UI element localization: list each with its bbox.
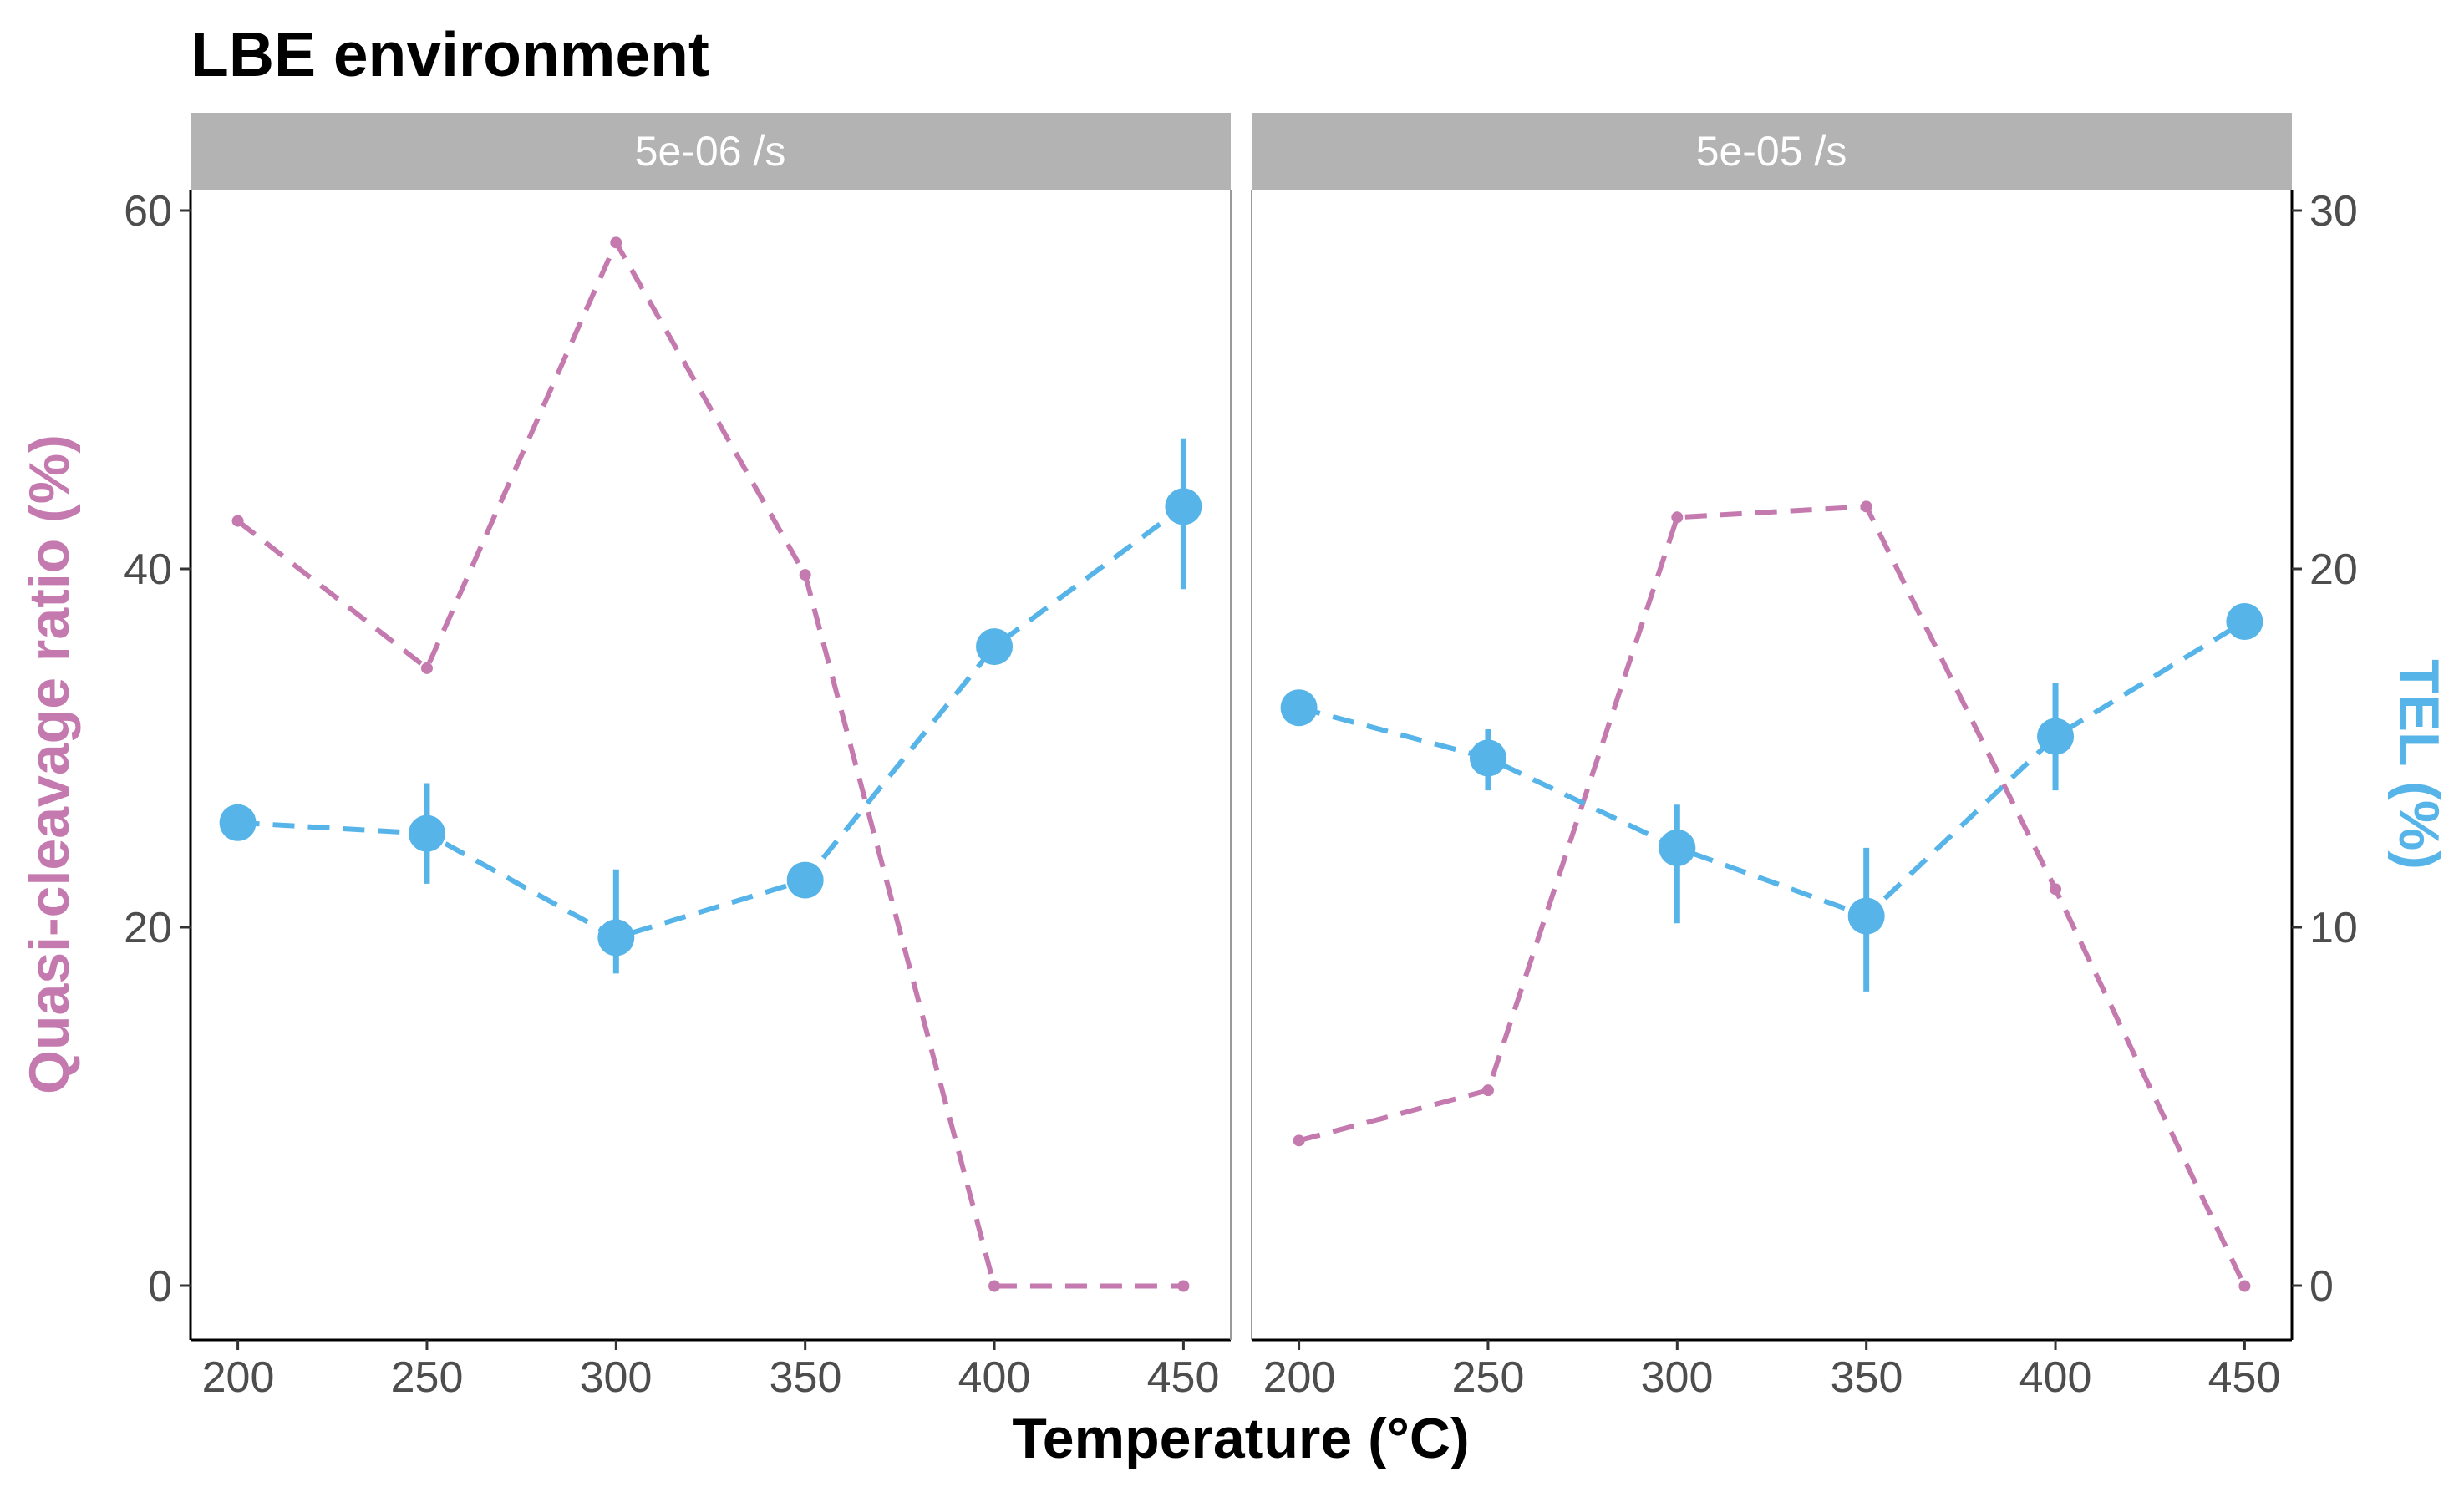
tel-point <box>1659 829 1696 866</box>
panel-2: 5e-05 /s <box>1251 113 2294 1350</box>
tel-point <box>408 814 445 852</box>
quasi-cleavage-point <box>1293 1134 1305 1147</box>
quasi-cleavage-point <box>1481 1084 1494 1097</box>
right-y-tick-label: 10 <box>2309 904 2358 952</box>
chart-title: LBE environment <box>191 19 709 89</box>
p2-x-tick-label: 400 <box>2019 1353 2092 1402</box>
panel-2-strip-label: 5e-05 /s <box>1696 128 1847 175</box>
tel-point <box>219 804 257 841</box>
x-axis-title: Temperature (°C) <box>1012 1407 1469 1470</box>
panel-1-strip-label: 5e-06 /s <box>635 128 786 175</box>
quasi-cleavage-line <box>236 236 1184 1289</box>
right-y-tick-label: 0 <box>2309 1262 2334 1311</box>
p2-x-tick-label: 300 <box>1641 1353 1714 1402</box>
panel-1: 5e-06 /s <box>189 113 1232 1350</box>
p2-x-tick-label: 350 <box>1831 1353 1903 1402</box>
right-y-tick-label: 20 <box>2309 546 2358 594</box>
quasi-cleavage-point <box>1860 500 1872 513</box>
p1-x-tick-label: 250 <box>391 1353 464 1402</box>
tel-point <box>2226 603 2263 640</box>
tel-point <box>597 919 635 957</box>
quasi-cleavage-point <box>2050 883 2062 896</box>
tel-point <box>786 861 824 899</box>
panel-1-strip <box>191 113 1231 190</box>
quasi-cleavage-point <box>610 236 622 249</box>
right-y-axis-title: TEL (%) <box>2387 659 2451 870</box>
tel-point <box>976 628 1014 666</box>
tel-point <box>1280 689 1318 727</box>
p2-x-tick-label: 200 <box>1263 1353 1336 1402</box>
left-y-tick-label: 40 <box>124 546 172 594</box>
tel-point <box>1469 739 1506 777</box>
p1-x-tick-label: 350 <box>770 1353 842 1402</box>
right-y-axis: 0 10 20 30 <box>2292 187 2358 1311</box>
panel-2-strip <box>1252 113 2292 190</box>
left-y-tick-label: 60 <box>124 187 172 236</box>
x-axis: 200 250 300 350 400 450 200 250 300 350 … <box>202 1353 2281 1402</box>
p2-x-tick-label: 450 <box>2208 1353 2281 1402</box>
p1-x-tick-label: 200 <box>202 1353 275 1402</box>
tel-point <box>1847 897 1885 935</box>
tel-point <box>1165 488 1202 525</box>
left-y-axis-title: Quasi-cleavage ratio (%) <box>18 434 81 1094</box>
quasi-cleavage-point <box>420 662 433 674</box>
tel-line <box>237 504 1186 941</box>
quasi-cleavage-point <box>231 515 244 527</box>
right-y-tick-label: 30 <box>2309 187 2358 236</box>
quasi-cleavage-point <box>1671 511 1684 524</box>
tel-line <box>1298 619 2246 920</box>
p2-x-tick-label: 250 <box>1452 1353 1525 1402</box>
quasi-cleavage-point <box>799 569 811 581</box>
quasi-cleavage-point <box>988 1280 1001 1292</box>
p1-x-tick-label: 450 <box>1147 1353 1220 1402</box>
p1-x-tick-label: 400 <box>958 1353 1031 1402</box>
quasi-cleavage-point <box>2238 1280 2251 1292</box>
tel-point <box>2037 718 2075 755</box>
left-y-axis: 0 20 40 60 <box>124 187 191 1311</box>
p1-x-tick-label: 300 <box>580 1353 653 1402</box>
left-y-tick-label: 20 <box>124 904 172 952</box>
left-y-tick-label: 0 <box>148 1262 172 1311</box>
quasi-cleavage-point <box>1177 1280 1190 1292</box>
quasi-cleavage-line <box>1298 504 2248 1287</box>
